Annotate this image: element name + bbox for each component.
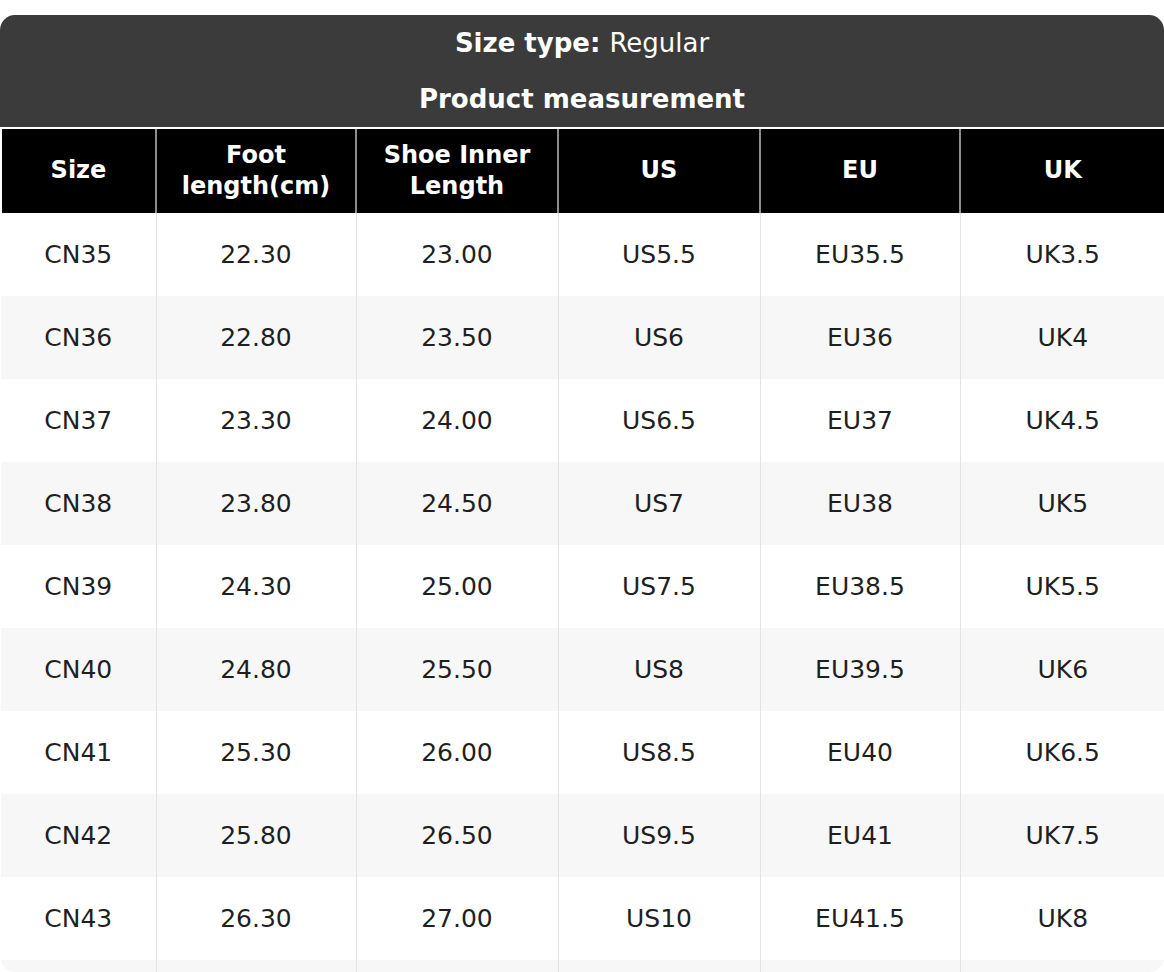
- table-cell: [760, 960, 960, 972]
- table-cell: [356, 960, 558, 972]
- table-cell: 27.00: [356, 877, 558, 960]
- table-cell: US7.5: [558, 545, 760, 628]
- table-cell: CN36: [1, 296, 156, 379]
- table-cell: EU36: [760, 296, 960, 379]
- table-header-row: Size Foot length(cm) Shoe Inner Length U…: [1, 128, 1164, 213]
- table-cell: CN38: [1, 462, 156, 545]
- table-cell: EU37: [760, 379, 960, 462]
- table-cell: CN42: [1, 794, 156, 877]
- table-cell: UK4.5: [960, 379, 1164, 462]
- table-cell: EU40: [760, 711, 960, 794]
- table-row: CN4225.8026.50US9.5EU41UK7.5: [1, 794, 1164, 877]
- table-cell: EU41.5: [760, 877, 960, 960]
- table-row: CN3924.3025.00US7.5EU38.5UK5.5: [1, 545, 1164, 628]
- table-cell: 25.30: [156, 711, 356, 794]
- table-cell: 26.00: [356, 711, 558, 794]
- table-cell: 22.80: [156, 296, 356, 379]
- table-cell: 23.50: [356, 296, 558, 379]
- table-cell: 24.80: [156, 628, 356, 711]
- column-header-foot-length: Foot length(cm): [156, 128, 356, 213]
- table-cell: EU38.5: [760, 545, 960, 628]
- table-cell: UK4: [960, 296, 1164, 379]
- table-cell: 26.50: [356, 794, 558, 877]
- table-cell: EU39.5: [760, 628, 960, 711]
- table-cell: EU38: [760, 462, 960, 545]
- table-cell: 23.00: [356, 213, 558, 296]
- table-cell: 24.30: [156, 545, 356, 628]
- table-row: CN3823.8024.50US7EU38UK5: [1, 462, 1164, 545]
- size-type-value: Regular: [609, 30, 709, 56]
- table-cell: EU35.5: [760, 213, 960, 296]
- table-cell: US6: [558, 296, 760, 379]
- table-cell: CN40: [1, 628, 156, 711]
- table-cell: [1, 960, 156, 972]
- table-row: CN3723.3024.00US6.5EU37UK4.5: [1, 379, 1164, 462]
- table-body: CN3522.3023.00US5.5EU35.5UK3.5CN3622.802…: [1, 213, 1164, 972]
- table-row: CN3522.3023.00US5.5EU35.5UK3.5: [1, 213, 1164, 296]
- table-cell: UK6: [960, 628, 1164, 711]
- table-cell: 23.30: [156, 379, 356, 462]
- table-cell: UK5.5: [960, 545, 1164, 628]
- column-header-size: Size: [1, 128, 156, 213]
- measurement-title-line: Product measurement: [0, 71, 1164, 127]
- table-cell: US6.5: [558, 379, 760, 462]
- table-cell: UK5: [960, 462, 1164, 545]
- table-cell: US9.5: [558, 794, 760, 877]
- column-header-inner-length: Shoe Inner Length: [356, 128, 558, 213]
- table-cell: [960, 960, 1164, 972]
- table-cell: CN39: [1, 545, 156, 628]
- table-row: CN4125.3026.00US8.5EU40UK6.5: [1, 711, 1164, 794]
- size-type-label: Size type:: [455, 30, 600, 56]
- table-cell: [156, 960, 356, 972]
- table-row: CN4326.3027.00US10EU41.5UK8: [1, 877, 1164, 960]
- table-cell: 26.30: [156, 877, 356, 960]
- table-cell: 25.50: [356, 628, 558, 711]
- table-cell: [558, 960, 760, 972]
- table-cell: CN43: [1, 877, 156, 960]
- table-cell: 24.50: [356, 462, 558, 545]
- table-cell: CN41: [1, 711, 156, 794]
- column-header-eu: EU: [760, 128, 960, 213]
- table-row: CN3622.8023.50US6EU36UK4: [1, 296, 1164, 379]
- table-cell: US10: [558, 877, 760, 960]
- table-cell: US8: [558, 628, 760, 711]
- table-cell: 25.80: [156, 794, 356, 877]
- table-row: CN4024.8025.50US8EU39.5UK6: [1, 628, 1164, 711]
- measurement-title: Product measurement: [419, 86, 745, 112]
- table-cell: CN37: [1, 379, 156, 462]
- table-cell: 22.30: [156, 213, 356, 296]
- table-cell: US8.5: [558, 711, 760, 794]
- table-header: Size Foot length(cm) Shoe Inner Length U…: [1, 128, 1164, 213]
- table-cell: UK3.5: [960, 213, 1164, 296]
- table-cell: EU41: [760, 794, 960, 877]
- table-cell: UK7.5: [960, 794, 1164, 877]
- table-cell: 25.00: [356, 545, 558, 628]
- size-type-line: Size type: Regular: [0, 15, 1164, 71]
- table-cell: 24.00: [356, 379, 558, 462]
- table-cell: UK8: [960, 877, 1164, 960]
- table-row-clipped: [1, 960, 1164, 972]
- size-chart-banner: Size type: Regular Product measurement: [0, 15, 1164, 127]
- table-cell: CN35: [1, 213, 156, 296]
- table-cell: UK6.5: [960, 711, 1164, 794]
- column-header-uk: UK: [960, 128, 1164, 213]
- column-header-us: US: [558, 128, 760, 213]
- size-chart-card: Size type: Regular Product measurement S…: [0, 15, 1164, 972]
- table-cell: US5.5: [558, 213, 760, 296]
- size-conversion-table: Size Foot length(cm) Shoe Inner Length U…: [0, 127, 1164, 972]
- table-cell: 23.80: [156, 462, 356, 545]
- table-cell: US7: [558, 462, 760, 545]
